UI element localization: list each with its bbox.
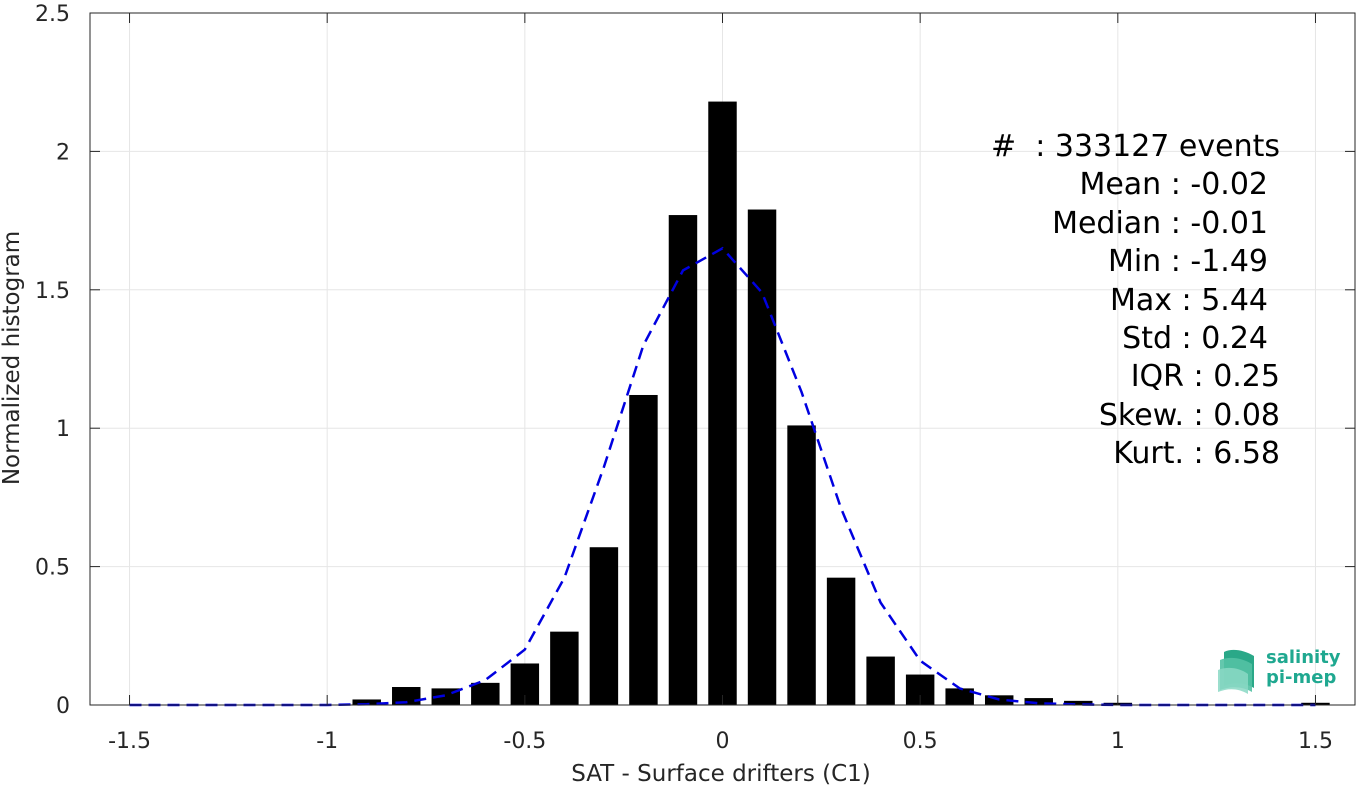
histogram-bar bbox=[352, 699, 381, 705]
y-tick-labels: 0 0.5 1 1.5 2 2.5 bbox=[35, 2, 70, 719]
statistics-annotation: # : 333127 events Mean : -0.02 Median : … bbox=[900, 128, 1280, 474]
stat-mean: Mean : -0.02 bbox=[1079, 167, 1268, 203]
fit-curve-layer bbox=[129, 246, 1316, 707]
x-tick-label: 1.5 bbox=[1298, 729, 1333, 754]
x-tick-labels: -1.5 -1 -0.5 0 0.5 1 1.5 bbox=[108, 729, 1333, 754]
y-axis-label: Normalized histogram bbox=[0, 231, 25, 485]
salinity-pi-mep-logo: salinity pi-mep bbox=[1218, 648, 1348, 694]
stat-kurt: Kurt. : 6.58 bbox=[1113, 436, 1280, 472]
histogram-bar bbox=[866, 656, 895, 705]
histogram-bar bbox=[392, 687, 421, 705]
histogram-bar bbox=[708, 101, 737, 706]
stat-events: # : 333127 events bbox=[991, 129, 1280, 164]
axes-box bbox=[89, 12, 1356, 706]
histogram-bar bbox=[471, 682, 500, 705]
x-tick-label: -1 bbox=[316, 729, 338, 754]
histogram-bar bbox=[826, 577, 856, 705]
logo-line2: pi-mep bbox=[1266, 667, 1337, 688]
stat-iqr: IQR : 0.25 bbox=[1130, 359, 1280, 395]
histogram-bar bbox=[945, 688, 974, 705]
x-tick-label: 1 bbox=[1111, 729, 1125, 754]
y-tick-label: 1.5 bbox=[35, 279, 70, 304]
histogram-bar bbox=[629, 394, 658, 705]
histogram-bar bbox=[550, 631, 579, 705]
y-tick-label: 1 bbox=[56, 417, 70, 442]
stat-max: Max : 5.44 bbox=[1110, 282, 1268, 318]
x-axis-label: SAT - Surface drifters (C1) bbox=[571, 761, 871, 785]
y-tick-label: 0 bbox=[56, 694, 70, 719]
histogram-bar bbox=[1064, 700, 1093, 705]
wave-logo-icon bbox=[1218, 649, 1254, 694]
histogram-bar bbox=[1024, 698, 1053, 705]
x-tick-label: -1.5 bbox=[108, 729, 151, 754]
x-tick-label: -0.5 bbox=[503, 729, 546, 754]
stat-median: Median : -0.01 bbox=[1052, 205, 1268, 241]
histogram-bar bbox=[589, 547, 619, 705]
stat-skew: Skew. : 0.08 bbox=[1098, 397, 1280, 433]
stat-std: Std : 0.24 bbox=[1122, 321, 1268, 357]
stat-min: Min : -1.49 bbox=[1107, 244, 1268, 280]
histogram-bar bbox=[787, 425, 816, 705]
logo-line1: salinity bbox=[1266, 647, 1341, 668]
y-tick-label: 0.5 bbox=[35, 556, 70, 581]
x-tick-label: 0.5 bbox=[903, 729, 938, 754]
histogram-bar bbox=[747, 209, 777, 705]
y-tick-label: 2 bbox=[56, 140, 70, 165]
x-tick-label: 0 bbox=[716, 729, 730, 754]
histogram-bar bbox=[668, 215, 698, 705]
y-tick-label: 2.5 bbox=[35, 2, 70, 27]
bar-series bbox=[352, 101, 1330, 706]
fit-curve bbox=[129, 246, 1316, 707]
axes-frame bbox=[89, 12, 1356, 706]
